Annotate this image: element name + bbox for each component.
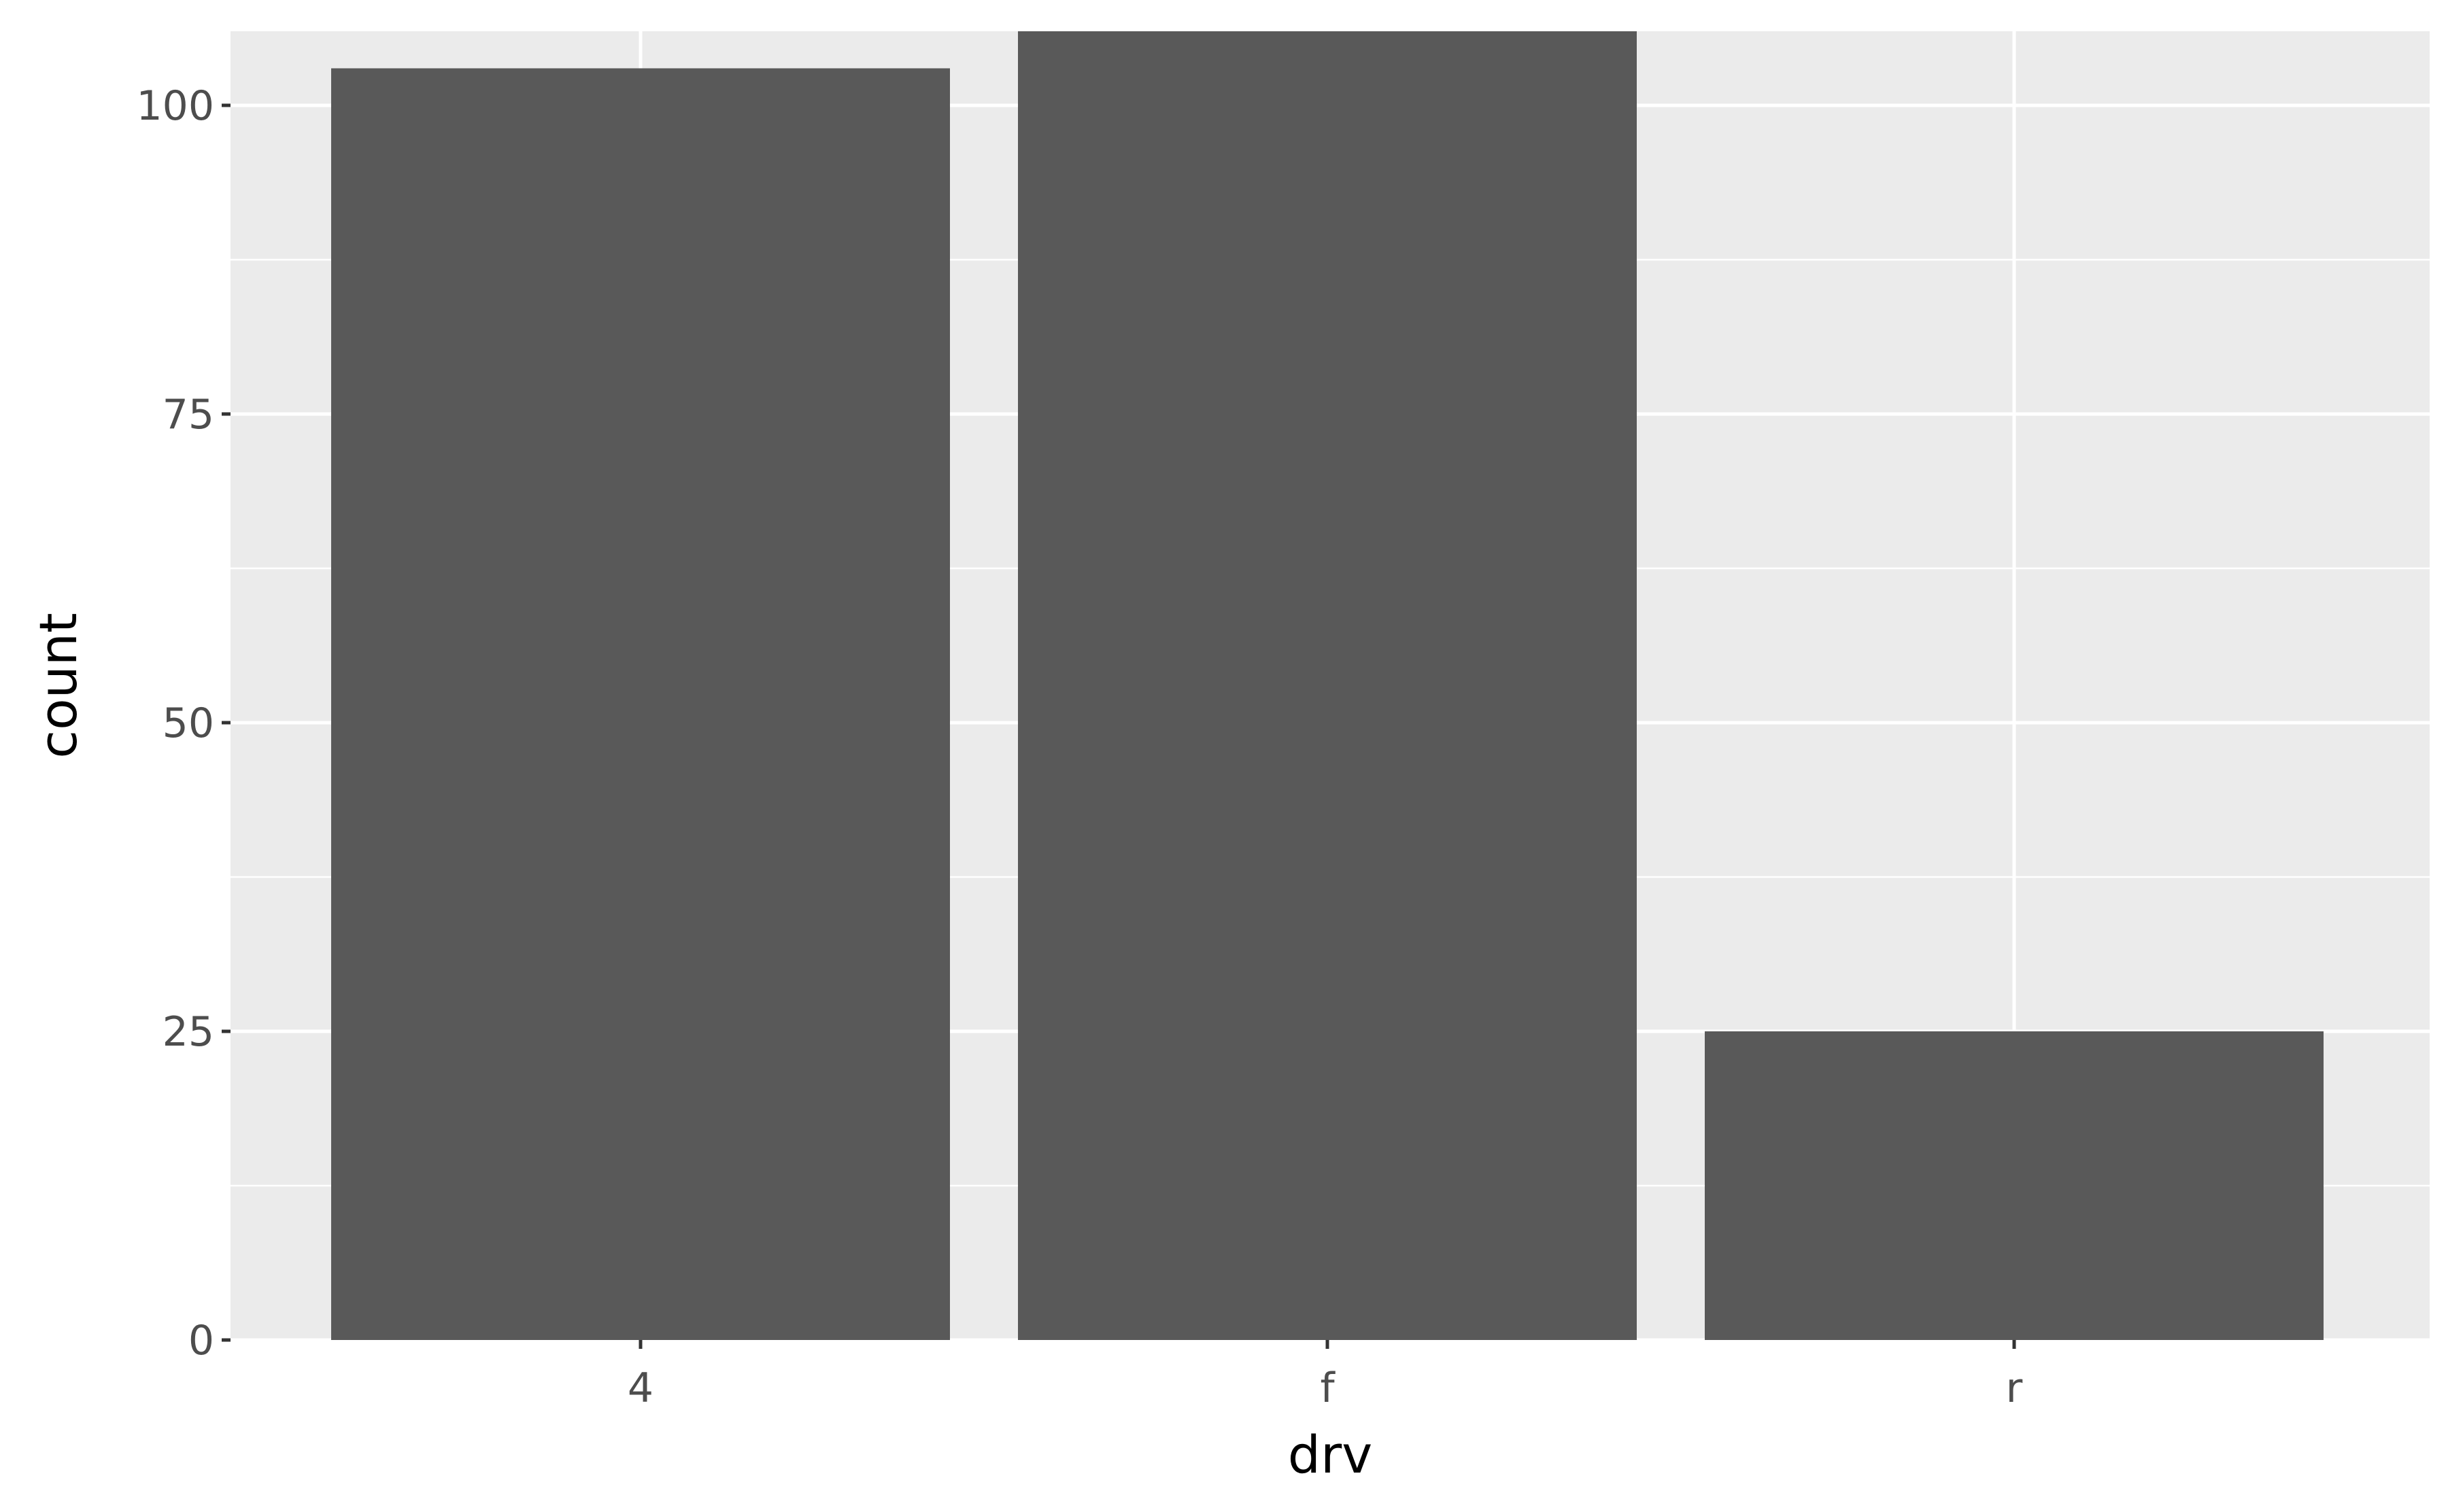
y-tick-label: 100 <box>136 82 214 130</box>
y-tick-label: 75 <box>163 391 214 439</box>
x-tick-label: r <box>2006 1364 2023 1412</box>
y-tick-label: 0 <box>188 1317 214 1364</box>
y-tick-label: 25 <box>163 1008 214 1056</box>
bar-f <box>1018 31 1637 1340</box>
x-tick-label: f <box>1320 1364 1336 1412</box>
y-axis-title: count <box>28 613 88 758</box>
bars <box>331 31 2324 1341</box>
y-tick-label: 50 <box>163 700 214 747</box>
y-axis: 0 25 50 75 100 <box>136 82 231 1364</box>
bar-r <box>1705 1031 2324 1340</box>
x-tick-label: 4 <box>628 1364 653 1412</box>
x-axis-title: drv <box>1288 1424 1372 1485</box>
bar-4 <box>331 68 950 1341</box>
x-axis: 4 f r <box>628 1340 2023 1412</box>
